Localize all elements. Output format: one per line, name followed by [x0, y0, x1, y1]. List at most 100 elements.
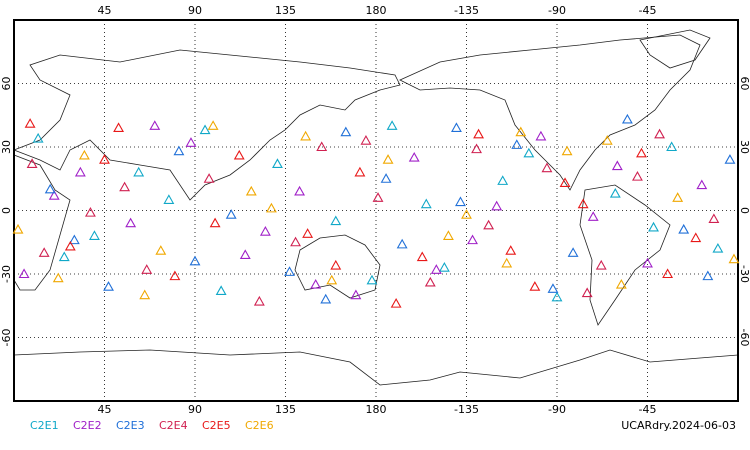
legend-entry: C2E3: [116, 419, 145, 432]
observation-marker: [420, 198, 432, 209]
observation-marker: [119, 181, 131, 192]
observation-marker: [253, 295, 265, 306]
observation-marker: [68, 234, 80, 245]
observation-marker: [424, 276, 436, 287]
observation-marker: [74, 166, 86, 177]
observation-marker: [350, 289, 362, 300]
observation-marker: [48, 190, 60, 200]
observation-marker: [185, 137, 197, 147]
y-tick-label-left: -30: [0, 265, 13, 283]
observation-marker: [654, 128, 666, 139]
observation-marker: [515, 126, 527, 137]
observation-marker: [84, 206, 96, 217]
observation-marker: [636, 147, 647, 158]
observation-marker: [173, 145, 185, 156]
observation-marker: [416, 251, 428, 262]
observation-marker: [451, 122, 462, 132]
observation-marker: [259, 226, 271, 236]
observation-marker: [648, 221, 659, 232]
x-tick-label-bottom: -90: [548, 403, 566, 416]
x-tick-label-top: -135: [454, 4, 479, 17]
observation-marker: [133, 166, 145, 177]
x-tick-label-top: 90: [188, 4, 202, 17]
observation-marker: [52, 272, 64, 283]
observation-marker: [438, 262, 450, 272]
legend-entry: C2E5: [202, 419, 231, 432]
observation-marker: [505, 245, 517, 255]
x-tick-label-bottom: -135: [454, 403, 479, 416]
observation-marker: [581, 287, 593, 298]
observation-marker: [155, 245, 167, 255]
observation-marker: [89, 230, 100, 240]
observation-marker: [294, 185, 306, 196]
observation-marker: [724, 154, 736, 164]
observation-marker: [455, 196, 466, 207]
legend-entry: C2E2: [73, 419, 102, 432]
observation-marker: [567, 247, 579, 257]
y-tick-label-right: 30: [738, 140, 750, 154]
x-tick-label-top: 45: [98, 4, 112, 17]
observation-marker: [354, 166, 366, 177]
observation-marker: [442, 230, 454, 240]
observation-marker: [662, 268, 674, 279]
observation-marker: [233, 149, 245, 160]
observation-marker: [326, 274, 338, 285]
africa-coast: [13, 154, 71, 291]
legend-entry: C2E1: [30, 419, 59, 432]
observation-marker: [225, 209, 237, 219]
observation-marker: [712, 242, 724, 253]
observation-marker: [702, 270, 714, 281]
y-tick-label-right: -60: [738, 329, 750, 347]
observation-marker: [149, 120, 161, 130]
observation-marker: [497, 175, 509, 185]
x-tick-label-bottom: 135: [275, 403, 296, 416]
observation-marker: [265, 202, 277, 213]
observation-marker: [380, 173, 392, 183]
observation-marker: [551, 291, 563, 302]
observation-marker: [340, 126, 352, 137]
eurasia-coast: [12, 49, 401, 201]
observation-marker: [290, 236, 301, 247]
observation-marker: [728, 253, 740, 264]
observation-marker: [396, 238, 408, 249]
observation-marker: [666, 141, 678, 152]
observation-marker: [272, 158, 283, 168]
australia-coast: [294, 234, 381, 299]
observation-marker: [501, 257, 513, 268]
observation-marker: [203, 173, 215, 183]
observation-marker: [609, 187, 621, 198]
observation-marker: [284, 266, 295, 276]
legend-entry: C2E6: [245, 419, 274, 432]
observation-marker: [408, 151, 420, 162]
observation-marker: [239, 249, 251, 260]
observation-marker: [302, 228, 314, 238]
observation-marker: [18, 268, 30, 279]
observation-marker: [125, 217, 137, 228]
y-tick-label-right: 60: [738, 77, 750, 91]
observation-marker: [672, 192, 684, 202]
y-tick-label-right: -30: [738, 265, 750, 283]
observation-marker: [189, 255, 201, 266]
observation-marker: [163, 194, 175, 204]
observation-marker: [24, 118, 36, 128]
observation-marker: [207, 120, 219, 130]
antarctica-coast: [13, 349, 739, 386]
observation-marker: [12, 223, 24, 234]
observation-marker: [491, 200, 503, 211]
observation-marker: [330, 259, 342, 270]
observation-marker: [99, 154, 110, 164]
observation-marker: [561, 145, 573, 156]
y-tick-label-left: 60: [0, 77, 13, 91]
observation-marker: [690, 232, 702, 243]
y-tick-label-left: 30: [0, 140, 13, 154]
x-tick-label-top: 135: [275, 4, 296, 17]
observation-marker: [32, 132, 44, 143]
y-tick-label-right: 0: [738, 207, 750, 214]
observation-marker: [330, 215, 342, 226]
coastlines: [12, 29, 739, 386]
observation-marker: [577, 198, 589, 209]
observation-marker: [103, 281, 114, 291]
observation-marker: [587, 211, 599, 221]
observation-marker: [113, 122, 125, 132]
